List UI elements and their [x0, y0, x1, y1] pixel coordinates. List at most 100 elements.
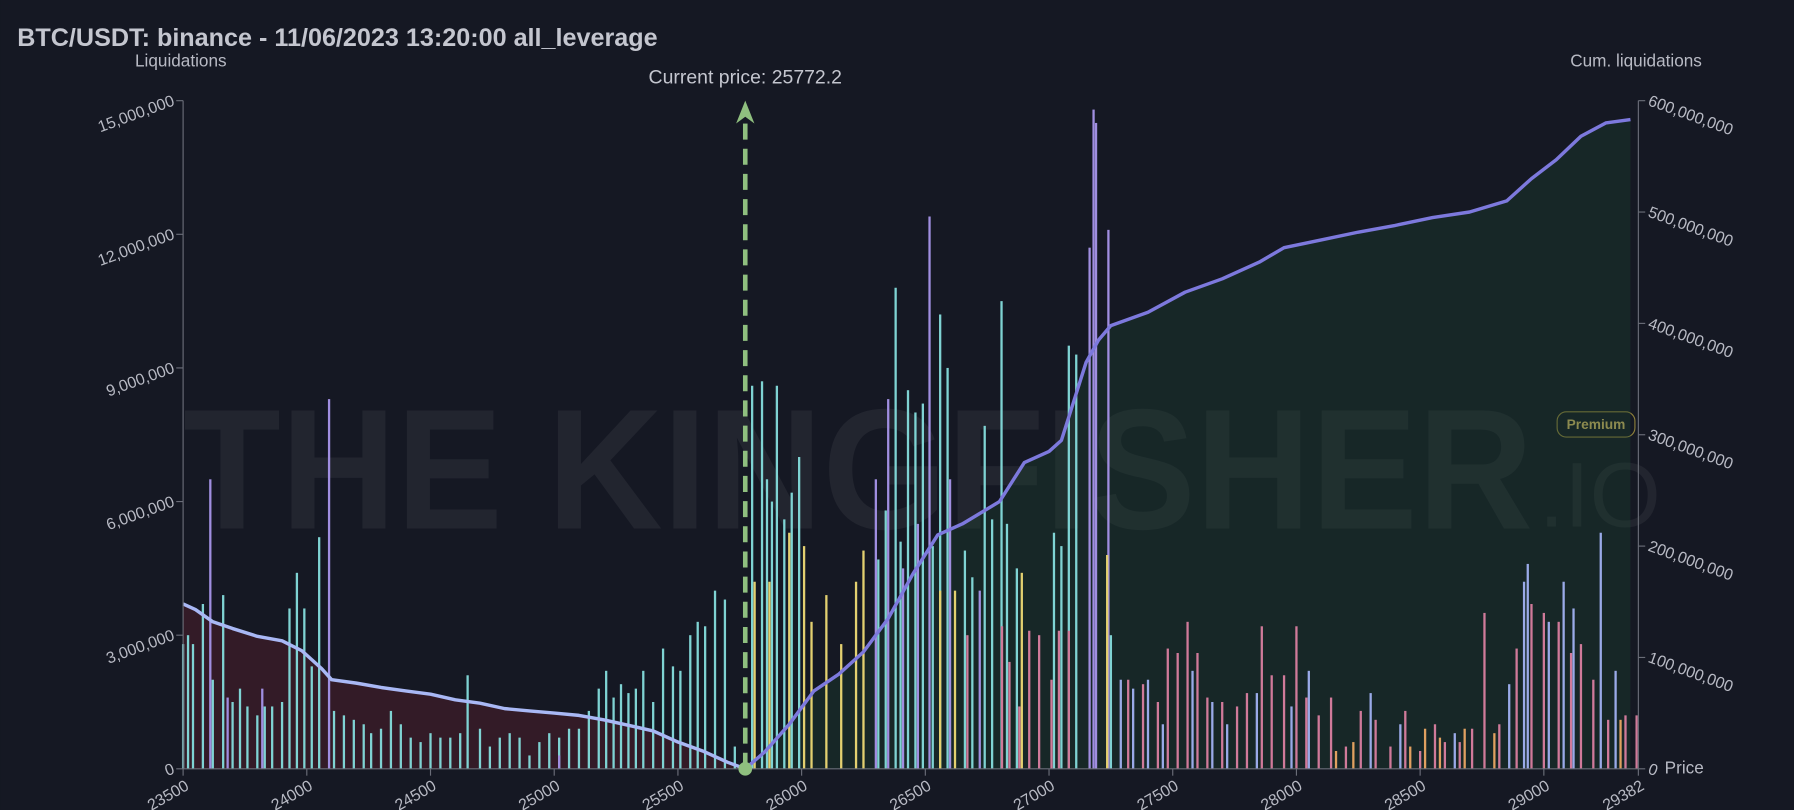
bar — [1127, 679, 1130, 769]
bar — [201, 604, 205, 769]
bar — [1132, 688, 1135, 769]
bar — [939, 590, 942, 769]
bar — [1607, 719, 1610, 769]
bar — [862, 550, 865, 769]
bar — [901, 568, 905, 769]
bar — [723, 599, 727, 769]
bar — [419, 742, 422, 769]
bar — [1037, 635, 1041, 769]
bar — [256, 715, 259, 769]
bar — [1270, 675, 1273, 769]
bar — [488, 746, 492, 769]
bar — [1508, 684, 1511, 769]
watermark-suffix: .IO — [1539, 444, 1661, 546]
current-price-arrow — [736, 100, 755, 124]
bar — [1399, 724, 1402, 769]
bar — [1106, 555, 1109, 769]
bar — [1443, 742, 1447, 769]
bar — [478, 728, 482, 769]
bar — [1307, 670, 1310, 769]
bar — [1226, 724, 1229, 769]
bar — [1458, 742, 1461, 769]
bar — [1572, 608, 1575, 769]
bar — [1404, 710, 1407, 769]
bar — [671, 666, 675, 769]
bar — [770, 501, 774, 769]
current-price-dot — [738, 761, 753, 776]
bar — [369, 733, 373, 769]
bar — [1599, 532, 1602, 769]
bar — [327, 399, 331, 769]
bar — [288, 608, 291, 769]
bar — [538, 742, 541, 769]
bar — [1260, 626, 1263, 769]
bar — [459, 733, 462, 769]
bar — [211, 679, 214, 769]
bar — [696, 621, 699, 769]
bar — [399, 724, 402, 769]
bar — [679, 670, 682, 769]
bar — [887, 399, 890, 769]
bar — [1295, 626, 1298, 769]
bar — [1057, 630, 1061, 769]
chart-title: BTC/USDT: binance - 11/06/2023 13:20:00 … — [17, 24, 657, 52]
cum-area — [183, 603, 746, 769]
bar — [1119, 679, 1122, 769]
bar — [1015, 568, 1019, 769]
bar — [948, 479, 952, 769]
bar — [978, 590, 981, 769]
bar — [439, 737, 442, 769]
bar — [798, 457, 801, 769]
bar — [226, 697, 229, 769]
bar — [1526, 563, 1529, 769]
bar — [1542, 612, 1545, 769]
bar — [753, 581, 756, 769]
bar — [765, 479, 769, 769]
bar — [928, 216, 931, 769]
bar — [760, 381, 764, 769]
bar — [567, 728, 571, 769]
bar — [362, 724, 365, 769]
bar — [1530, 604, 1533, 769]
bar — [1433, 724, 1437, 769]
y2-axis-label: Cum. liquidations — [1570, 50, 1702, 70]
bar — [894, 287, 897, 769]
bar — [1075, 354, 1078, 769]
bar — [1206, 697, 1209, 769]
bar — [1107, 229, 1110, 769]
bar — [587, 710, 590, 769]
bar — [1221, 702, 1224, 769]
bar — [1052, 532, 1056, 769]
bar — [921, 403, 924, 769]
bar — [877, 559, 880, 769]
bar — [1008, 661, 1011, 769]
bar — [528, 755, 531, 769]
bar — [1438, 737, 1442, 769]
bar — [627, 693, 630, 769]
bar — [1092, 109, 1095, 769]
bar — [1235, 706, 1239, 769]
bar — [652, 702, 655, 769]
bar — [1050, 679, 1053, 769]
bar — [1020, 572, 1023, 769]
bar — [1344, 746, 1348, 769]
bar — [1146, 679, 1150, 769]
bar — [1018, 706, 1021, 769]
bar — [449, 737, 452, 769]
bar — [790, 492, 793, 769]
bar — [612, 697, 615, 769]
bar — [768, 581, 771, 769]
bar — [840, 644, 843, 769]
bar — [1156, 702, 1160, 769]
badge: Premium — [1567, 417, 1626, 432]
bar — [884, 510, 887, 769]
bar — [429, 733, 432, 769]
bar — [558, 737, 561, 769]
bar — [1352, 742, 1355, 769]
bar — [775, 385, 779, 769]
bar — [352, 719, 355, 769]
area-layer — [183, 119, 1631, 769]
bar — [263, 706, 266, 769]
